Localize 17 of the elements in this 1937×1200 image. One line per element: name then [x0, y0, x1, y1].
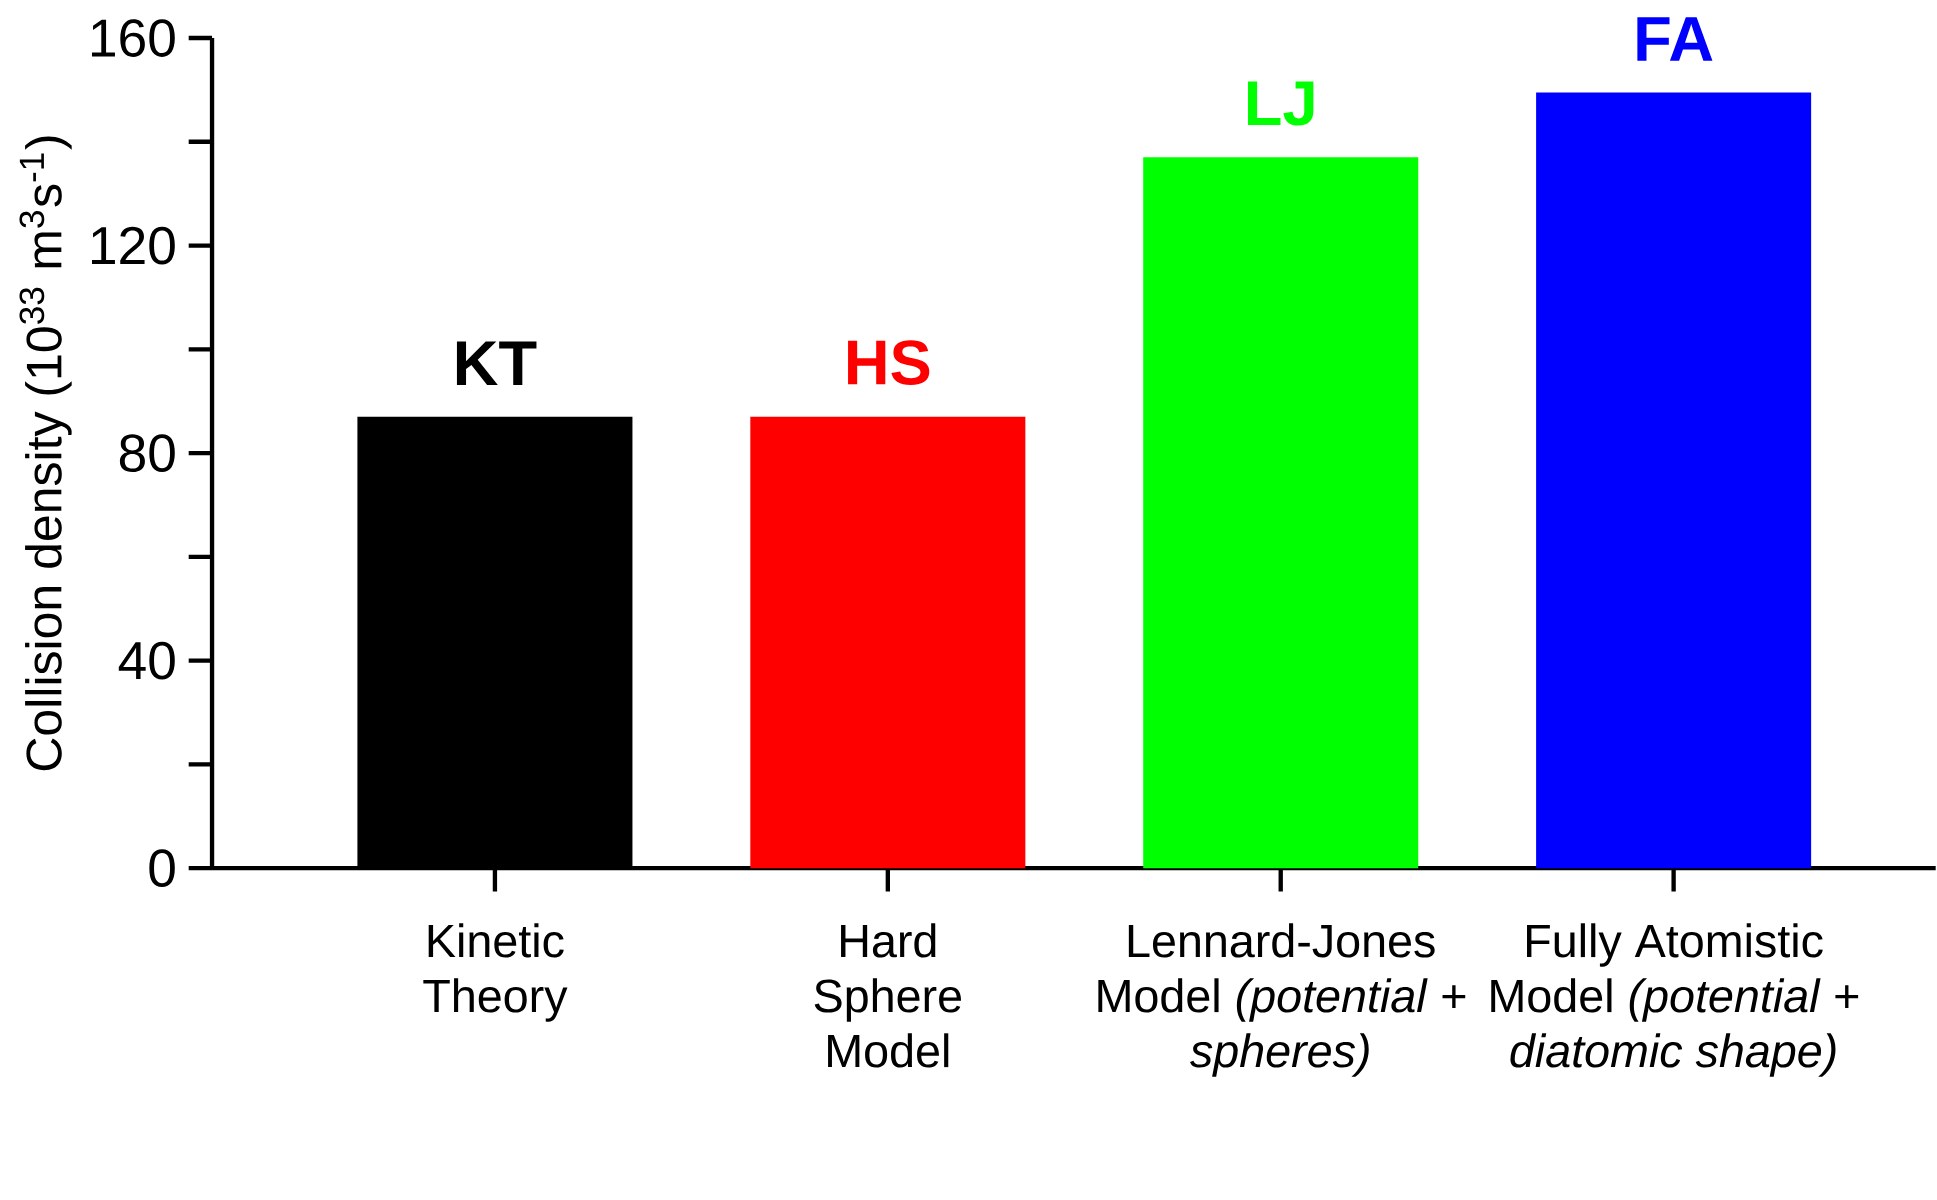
x-tick-label: Hard Sphere Model	[814, 923, 961, 1068]
y-tick-label: 120	[92, 226, 175, 265]
bar	[750, 416, 1026, 869]
annotation: HS	[848, 340, 930, 385]
y-tick-label: 160	[92, 19, 175, 57]
annotation: LJ	[1248, 81, 1314, 126]
bar	[1536, 92, 1812, 869]
y-axis-title: Collision density (10$^{33}$ m$^{3}$s$^{-1}$)	[19, 136, 72, 771]
bar	[1143, 157, 1419, 869]
annotation: KT	[456, 341, 537, 385]
y-tick-label: 80	[119, 434, 175, 472]
y-tick-label: 0	[149, 849, 175, 887]
y-tick-label: 40	[118, 641, 175, 680]
x-tick-label: Fully Atomistic Model (potential + diatomic shape)	[1491, 923, 1859, 1077]
x-tick-label: Lennard-Jones Model (potential + spheres)	[1098, 923, 1466, 1077]
annotation: FA	[1637, 17, 1713, 61]
x-tick-label: Kinetic Theory	[423, 923, 568, 1022]
